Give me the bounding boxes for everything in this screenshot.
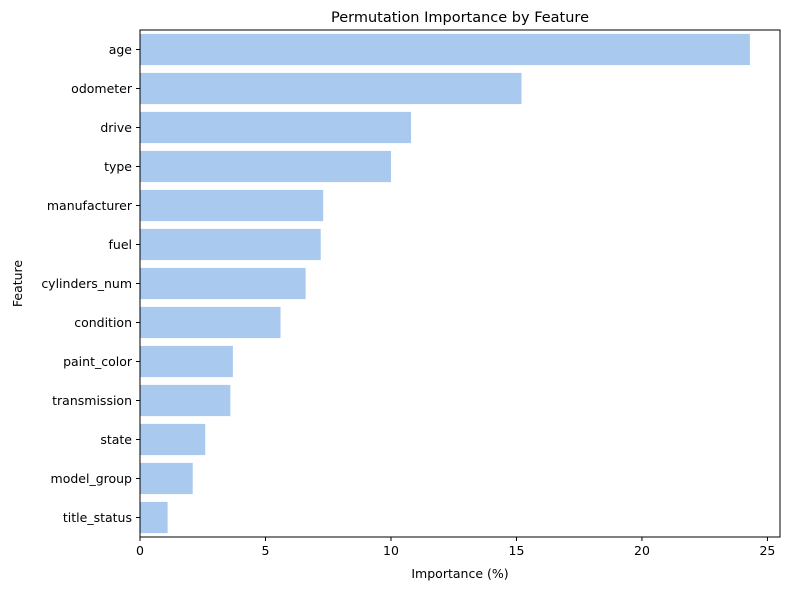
y-tick-label: fuel <box>109 237 133 252</box>
bar-age <box>140 33 750 66</box>
x-tick-label: 10 <box>383 543 399 558</box>
bar-state <box>140 423 206 456</box>
x-tick-label: 15 <box>509 543 525 558</box>
y-tick-label: paint_color <box>63 354 133 369</box>
bar-type <box>140 150 391 183</box>
y-tick-label: cylinders_num <box>41 276 132 291</box>
bar-title_status <box>140 501 168 534</box>
y-tick-label: drive <box>100 120 132 135</box>
y-axis-label: Feature <box>10 260 25 308</box>
x-tick-label: 5 <box>262 543 270 558</box>
bar-fuel <box>140 228 321 261</box>
x-tick-label: 0 <box>136 543 144 558</box>
y-tick-label: odometer <box>71 81 133 96</box>
y-tick-label: condition <box>74 315 132 330</box>
plot-frame <box>139 29 781 538</box>
bars-layer <box>140 33 750 534</box>
bar-model_group <box>140 462 193 495</box>
x-ticks: 0 5 10 15 20 25 <box>136 537 775 558</box>
bar-odometer <box>140 72 522 105</box>
x-tick-label: 25 <box>759 543 775 558</box>
y-tick-label: type <box>104 159 132 174</box>
y-tick-label: age <box>109 42 133 57</box>
y-tick-label: state <box>100 432 132 447</box>
chart-title: Permutation Importance by Feature <box>331 10 589 26</box>
y-tick-label: manufacturer <box>47 198 133 213</box>
bar-condition <box>140 306 281 339</box>
y-tick-label: model_group <box>51 471 133 486</box>
bar-paint_color <box>140 345 233 378</box>
bar-transmission <box>140 384 231 417</box>
y-tick-label: transmission <box>52 393 132 408</box>
y-tick-label: title_status <box>63 510 132 525</box>
bar-drive <box>140 111 412 144</box>
bar-manufacturer <box>140 189 324 222</box>
x-tick-label: 20 <box>634 543 650 558</box>
y-ticks: age odometer drive type manufacturer fuel cyli… <box>41 42 140 525</box>
x-axis-label: Importance (%) <box>411 566 508 581</box>
bar-cylinders_num <box>140 267 306 300</box>
